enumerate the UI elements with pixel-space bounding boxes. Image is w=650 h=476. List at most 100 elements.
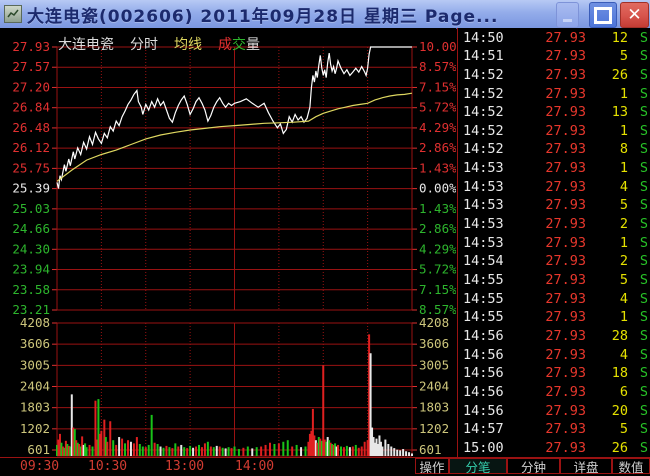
tick-list: 14:50 27.93 12 S 14:51 27.93 5 S 14:52 27.93 26 S 14… [458,29,650,458]
volume-axis-label: 3005 [20,357,50,372]
tick-side: S [639,328,648,344]
tick-time: 14:50 [463,29,504,46]
tick-time: 14:57 [463,421,504,438]
tick-price: 27.93 [545,178,586,195]
tick-volume: 1 [619,160,628,177]
tick-side: S [639,160,648,177]
time-axis-label: 09:30 [20,459,60,474]
price-axis-label: 26.12 [12,140,50,155]
price-axis-label: 25.39 [12,181,50,196]
tick-volume: 4 [619,290,628,307]
price-line [56,46,412,189]
tick-side: S [639,290,648,307]
price-axis-label: 25.75 [12,160,50,175]
tick-time: 14:56 [463,365,504,382]
volume-axis-label: 4208 [20,315,50,330]
percent-axis-label: 4.29% [419,241,456,256]
tick-price: 27.93 [545,365,586,382]
legend-item: 交 [232,37,246,53]
price-axis-label: 24.30 [12,241,50,256]
tick-side: S [639,141,648,158]
volume-axis-label: 2404 [20,379,50,394]
tick-time: 14:55 [463,309,504,326]
average-price-line [56,92,413,182]
volume-axis-label: 1202 [20,421,50,436]
minimize-icon [563,18,572,22]
legend-item: 均线 [174,37,202,53]
price-axis-label: 23.21 [12,302,50,317]
tick-side: S [639,234,648,251]
tick-volume: 18 [611,365,628,382]
tick-row: 14:53 27.93 1 S [458,234,650,253]
tick-row: 14:56 27.93 20 S [458,402,650,421]
tick-row: 14:52 27.93 8 S [458,141,650,160]
tick-row: 14:56 27.93 28 S [458,327,650,346]
intraday-chart: 27.93 10.00% 27.57 8.57% 27.20 7.15% 26.84 5.72… [12,39,456,457]
tab-详盘[interactable]: 详盘 [560,458,612,475]
tick-row: 14:55 27.93 4 S [458,290,650,309]
tick-row: 14:52 27.93 1 S [458,122,650,141]
tick-volume: 2 [619,253,628,270]
tick-volume: 12 [611,29,628,46]
tick-side: S [639,48,648,65]
volume-axis-label: 3606 [20,336,50,351]
tab-数值[interactable]: 数值 [612,458,650,475]
percent-axis-label: 2.86% [419,140,456,155]
tick-price: 27.93 [545,328,586,344]
price-axis-label: 25.03 [12,201,50,216]
tick-side: S [639,122,648,139]
maximize-button[interactable] [589,2,617,28]
tick-volume: 20 [611,402,628,419]
tick-price: 27.93 [545,122,586,139]
tick-side: S [639,346,648,363]
tick-list-panel: 14:50 27.93 12 S 14:51 27.93 5 S 14:52 27.93 26 S 14… [457,28,650,458]
tick-row: 15:00 27.93 26 S [458,439,650,458]
tick-row: 14:53 27.93 4 S [458,178,650,197]
tick-side: S [639,197,648,214]
tick-side: S [639,439,648,456]
volume-axis-label: 601 [27,442,50,457]
volume-axis-label: 601 [419,442,442,457]
tab-分笔[interactable]: 分笔 [449,458,507,475]
minimize-button[interactable] [556,2,579,28]
tick-row: 14:52 27.93 26 S [458,66,650,85]
volume-axis-label: 1803 [419,400,449,415]
tick-row: 14:54 27.93 2 S [458,253,650,272]
tick-time: 14:52 [463,141,504,158]
tick-row: 14:55 27.93 1 S [458,309,650,328]
tick-time: 14:52 [463,122,504,139]
close-button[interactable]: ✕ [620,2,649,28]
bottom-bar: 09:30 10:30 13:00 14:00 操作 分笔 分钟 详盘 数值 [0,457,650,475]
tick-volume: 5 [619,48,628,65]
tick-price: 27.93 [545,346,586,363]
tick-side: S [639,402,648,419]
tick-price: 27.93 [545,272,586,289]
percent-axis-label: 1.43% [419,160,456,175]
tick-volume: 5 [619,272,628,289]
tick-time: 14:52 [463,66,504,83]
tick-price: 27.93 [545,48,586,65]
price-axis-label: 27.93 [12,39,50,54]
tick-time: 14:56 [463,328,504,344]
tick-price: 27.93 [545,383,586,400]
tick-volume: 28 [611,328,628,344]
tick-time: 14:53 [463,178,504,195]
volume-axis-label: 3606 [419,336,449,351]
percent-axis-label: 4.29% [419,120,456,135]
tick-row: 14:53 27.93 2 S [458,216,650,235]
tab-分钟[interactable]: 分钟 [507,458,560,475]
price-axis-label: 27.20 [12,79,50,94]
volume-axis-label: 3005 [419,357,449,372]
chart-legend: 大连电瓷 分时 均线成交量 [58,34,260,54]
legend-item: 量 [246,37,260,53]
tab-操作[interactable]: 操作 [415,458,449,475]
percent-axis-label: 8.57% [419,302,456,317]
price-axis-label: 27.57 [12,59,50,74]
tick-time: 15:00 [463,439,504,456]
tick-volume: 1 [619,234,628,251]
tick-volume: 1 [619,309,628,326]
tick-volume: 13 [611,104,628,121]
tick-time: 14:53 [463,216,504,233]
tick-row: 14:56 27.93 6 S [458,383,650,402]
